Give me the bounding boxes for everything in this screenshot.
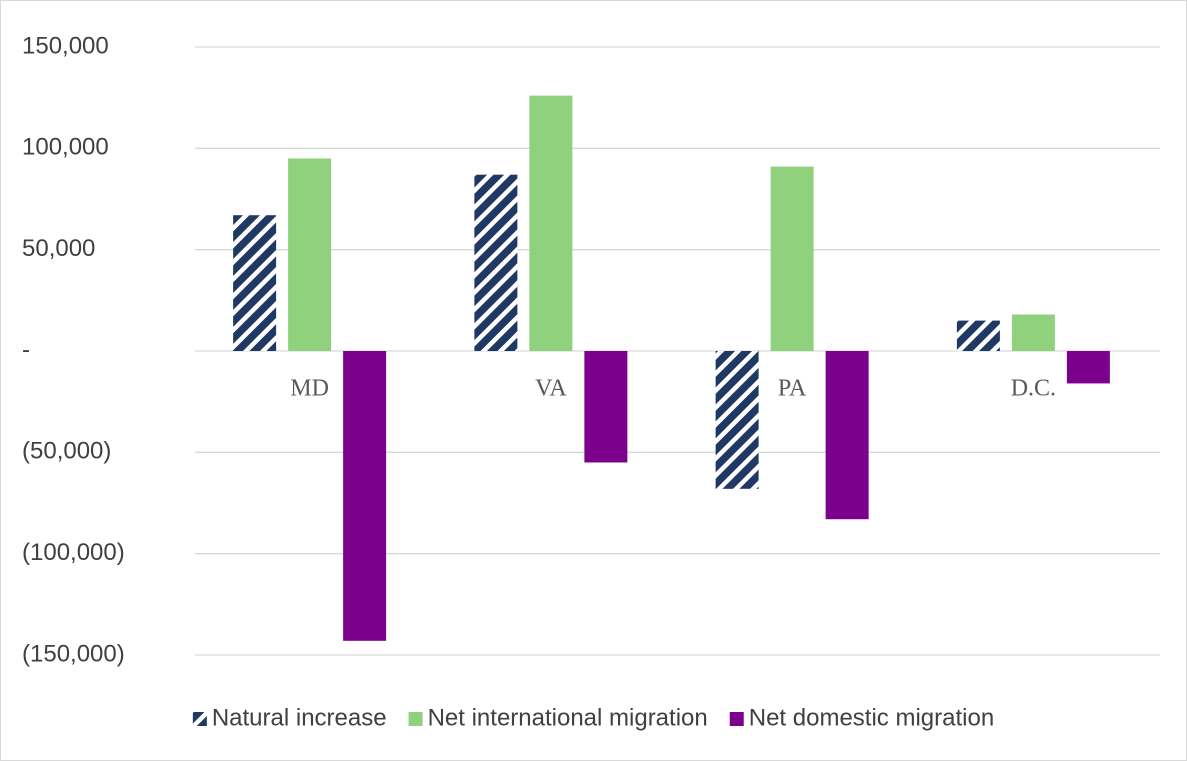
bar xyxy=(529,95,573,351)
y-tick-label: 150,000 xyxy=(22,32,109,59)
legend-label: Net international migration xyxy=(428,704,708,731)
bar xyxy=(956,320,1000,351)
y-tick-label: - xyxy=(22,336,30,363)
bar xyxy=(1066,351,1110,384)
x-tick-label: MD xyxy=(290,376,329,402)
legend-swatch xyxy=(408,712,423,726)
legend-label: Net domestic migration xyxy=(749,704,994,731)
y-tick-label: (150,000) xyxy=(22,640,125,667)
bar xyxy=(715,351,759,489)
legend-swatch xyxy=(192,712,207,726)
x-tick-label: VA xyxy=(535,376,567,402)
y-tick-label: (50,000) xyxy=(22,438,111,465)
bar xyxy=(288,158,332,351)
y-tick-label: 100,000 xyxy=(22,134,109,161)
bar xyxy=(233,215,277,351)
bar xyxy=(343,351,387,641)
bar xyxy=(474,174,518,351)
x-tick-label: D.C. xyxy=(1011,376,1056,402)
legend-label: Natural increase xyxy=(212,704,387,731)
y-tick-label: (100,000) xyxy=(22,539,125,566)
x-tick-label: PA xyxy=(778,376,807,402)
legend-swatch xyxy=(729,712,744,726)
bar xyxy=(1011,314,1055,351)
bar xyxy=(584,351,628,463)
y-tick-label: 50,000 xyxy=(22,235,95,262)
bar xyxy=(770,166,814,351)
bar xyxy=(825,351,869,520)
